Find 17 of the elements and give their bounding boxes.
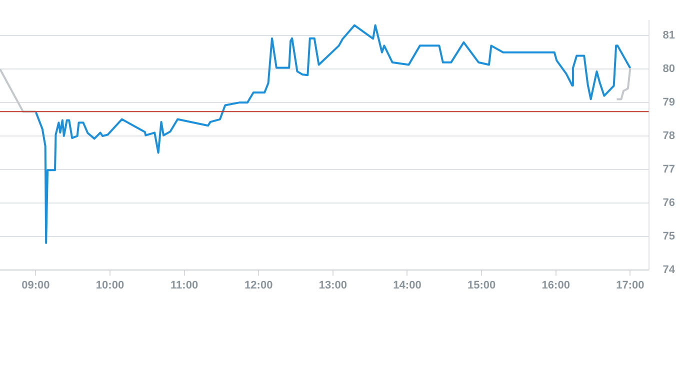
y-tick-label: 78 <box>662 130 676 142</box>
x-tick-label: 17:00 <box>616 279 644 292</box>
x-tick-label: 15:00 <box>467 279 496 292</box>
y-tick-label: 76 <box>662 196 676 209</box>
x-tick-label: 13:00 <box>318 279 347 292</box>
y-tick-label: 79 <box>662 96 676 109</box>
y-tick-label: 77 <box>662 163 676 176</box>
x-tick-label: 11:00 <box>170 279 198 292</box>
x-tick-label: 14:00 <box>393 279 422 292</box>
y-tick-label: 81 <box>662 30 676 42</box>
x-tick-label: 10:00 <box>96 279 124 292</box>
x-tick-label: 09:00 <box>22 279 50 292</box>
x-tick-label: 12:00 <box>244 279 273 292</box>
y-tick-label: 75 <box>662 230 676 242</box>
x-tick-label: 16:00 <box>542 279 570 292</box>
y-tick-label: 74 <box>662 264 676 276</box>
y-tick-label: 80 <box>662 63 676 76</box>
